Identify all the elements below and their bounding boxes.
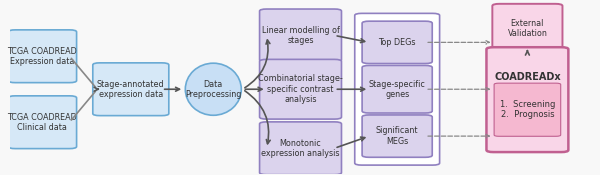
Text: TCGA COADREAD
Clinical data: TCGA COADREAD Clinical data	[8, 113, 77, 132]
FancyBboxPatch shape	[487, 47, 568, 152]
FancyBboxPatch shape	[8, 30, 77, 83]
FancyBboxPatch shape	[260, 59, 341, 119]
FancyBboxPatch shape	[362, 65, 432, 113]
Text: 1.  Screening
2.  Prognosis: 1. Screening 2. Prognosis	[500, 100, 555, 119]
Text: COADREADx: COADREADx	[494, 72, 561, 82]
FancyBboxPatch shape	[355, 13, 440, 165]
Text: Stage-specific
genes: Stage-specific genes	[369, 79, 425, 99]
FancyBboxPatch shape	[362, 115, 432, 157]
FancyBboxPatch shape	[493, 4, 562, 53]
FancyBboxPatch shape	[260, 9, 341, 62]
Text: Linear modelling of
stages: Linear modelling of stages	[262, 26, 340, 45]
FancyBboxPatch shape	[93, 63, 169, 116]
FancyBboxPatch shape	[260, 122, 341, 175]
FancyBboxPatch shape	[8, 96, 77, 149]
Text: Top DEGs: Top DEGs	[379, 38, 416, 47]
Text: TCGA COADREAD
Expression data: TCGA COADREAD Expression data	[8, 47, 77, 66]
Text: Combinatorial stage-
specific contrast
analysis: Combinatorial stage- specific contrast a…	[258, 74, 343, 104]
Ellipse shape	[185, 63, 241, 115]
FancyBboxPatch shape	[362, 21, 432, 64]
Text: Monotonic
expression analysis: Monotonic expression analysis	[261, 139, 340, 158]
FancyBboxPatch shape	[494, 83, 561, 136]
Text: Feature space: Feature space	[367, 22, 423, 31]
Text: Significant
MEGs: Significant MEGs	[376, 126, 418, 146]
Text: External
Validation: External Validation	[508, 19, 547, 38]
Text: Stage-annotated
expression data: Stage-annotated expression data	[97, 79, 164, 99]
Text: Data
Preprocessing: Data Preprocessing	[185, 79, 241, 99]
